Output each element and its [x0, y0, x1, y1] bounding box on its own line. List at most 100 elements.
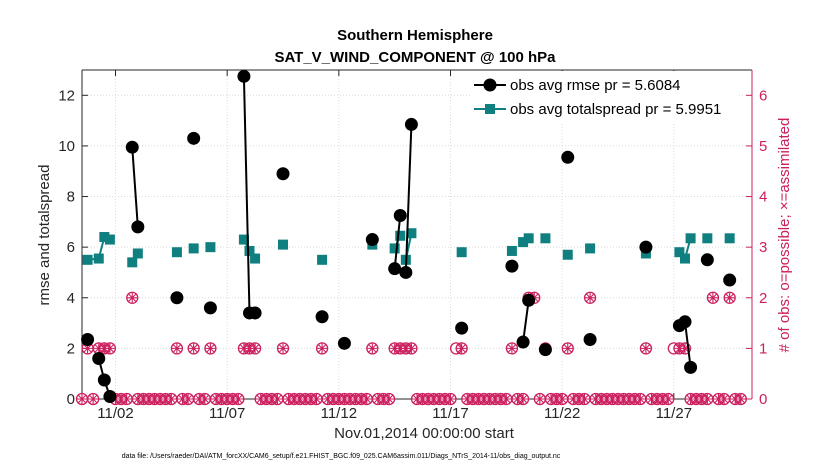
spread-point [127, 257, 138, 268]
x-tick-label: 11/27 [656, 405, 692, 422]
legend-spread-marker [485, 104, 495, 114]
obs-assimilated-marker [121, 394, 132, 404]
rmse-point [92, 352, 106, 366]
rmse-point [455, 321, 469, 335]
spread-point [188, 243, 199, 254]
obs-assimilated-marker [702, 394, 713, 404]
y-tick-label: 4 [67, 290, 75, 307]
spread-point [93, 253, 104, 264]
rmse-point [700, 253, 714, 267]
obs-assimilated-marker [166, 394, 177, 404]
spread-point [562, 249, 573, 260]
obs-possible-marker [232, 392, 245, 406]
obs-possible-marker [444, 392, 457, 406]
obs-assimilated-marker [506, 343, 517, 354]
rmse-point [393, 209, 407, 223]
obs-assimilated-marker [250, 343, 261, 354]
chart-subtitle: SAT_V_WIND_COMPONENT @ 100 hPa [274, 49, 556, 66]
rmse-point [337, 336, 351, 350]
obs-assimilated-marker [518, 394, 529, 404]
obs-possible-marker [505, 342, 519, 355]
x-tick-label: 11/02 [97, 405, 133, 422]
spread-point [674, 247, 685, 258]
legend-box [472, 71, 739, 123]
obs-assimilated-marker [406, 343, 417, 354]
obs-assimilated-marker [384, 394, 395, 404]
obs-possible-marker [723, 291, 736, 304]
obs-possible-marker [170, 342, 184, 355]
obs-possible-marker [248, 342, 262, 355]
obs-assimilated-marker [311, 394, 322, 404]
rmse-point [276, 167, 290, 181]
obs-assimilated-marker [272, 394, 283, 404]
rmse-point [237, 69, 251, 83]
x-tick-label: 11/22 [544, 405, 580, 422]
y-axis-label: rmse and totalspread [36, 165, 53, 306]
obs-possible-marker [204, 342, 217, 355]
spread-point [395, 230, 406, 241]
obs-assimilated-marker [183, 394, 194, 404]
y-tick-label: 2 [67, 340, 75, 357]
spread-point [523, 233, 534, 244]
rmse-line [404, 124, 413, 273]
obs-assimilated-marker [640, 343, 651, 354]
y2-tick-label: 2 [759, 290, 767, 307]
y2-tick-label: 5 [759, 138, 767, 155]
obs-possible-marker [103, 342, 117, 355]
obs-assimilated-marker [88, 394, 99, 404]
obs-assimilated-marker [82, 343, 93, 354]
obs-possible-marker [639, 342, 653, 355]
rmse-point [103, 389, 117, 403]
obs-assimilated-marker [663, 394, 674, 404]
obs-assimilated-marker [278, 343, 288, 354]
spread-point [406, 228, 417, 239]
spread-point [724, 233, 735, 244]
obs-assimilated-marker [171, 343, 182, 354]
rmse-point [125, 140, 139, 154]
spread-point [518, 237, 529, 248]
x-tick-label: 11/12 [321, 405, 357, 422]
obs-possible-marker [516, 392, 530, 406]
obs-assimilated-marker [188, 343, 199, 354]
obs-assimilated-marker [361, 394, 372, 404]
rmse-line [131, 147, 139, 227]
spread-point [244, 245, 255, 256]
obs-assimilated-marker [719, 394, 730, 404]
legend: obs avg rmse pr = 5.6084 obs avg totalsp… [472, 71, 739, 123]
rmse-line [393, 215, 402, 269]
legend-rmse-label: obs avg rmse pr = 5.6084 [510, 77, 681, 94]
spread-point [104, 234, 115, 245]
obs-assimilated-marker [127, 292, 138, 303]
obs-possible-marker [662, 392, 675, 406]
spread-point [82, 254, 93, 265]
obs-possible-marker [315, 342, 329, 355]
obs-assimilated-marker [635, 394, 646, 404]
obs-possible-marker [734, 392, 747, 406]
spread-point [132, 248, 143, 259]
x-tick-label: 11/17 [432, 405, 468, 422]
obs-assimilated-marker [562, 343, 573, 354]
rmse-point [203, 301, 217, 315]
obs-possible-marker [678, 342, 692, 355]
y2-tick-label: 0 [759, 391, 767, 408]
spread-point [238, 234, 249, 245]
rmse-point [81, 333, 95, 347]
obs-assimilated-marker [205, 343, 216, 354]
obs-assimilated-marker [585, 292, 596, 303]
y-tick-label: 6 [67, 239, 75, 256]
x-axis-label: Nov.01,2014 00:00:00 start [334, 425, 515, 442]
obs-possible-marker [87, 392, 100, 406]
rmse-point [315, 310, 329, 324]
rmse-point [248, 306, 262, 320]
rmse-point [516, 335, 530, 349]
rmse-point [131, 220, 145, 234]
obs-assimilated-marker [534, 394, 545, 404]
spread-point [250, 253, 261, 264]
spread-point [585, 243, 596, 254]
obs-assimilated-marker [233, 394, 244, 404]
rmse-point [561, 150, 575, 164]
legend-spread-label: obs avg totalspread pr = 5.9951 [510, 101, 721, 118]
chart-title: Southern Hemisphere [337, 27, 493, 44]
y-tick-label: 10 [58, 138, 75, 155]
obs-possible-marker [405, 342, 418, 355]
